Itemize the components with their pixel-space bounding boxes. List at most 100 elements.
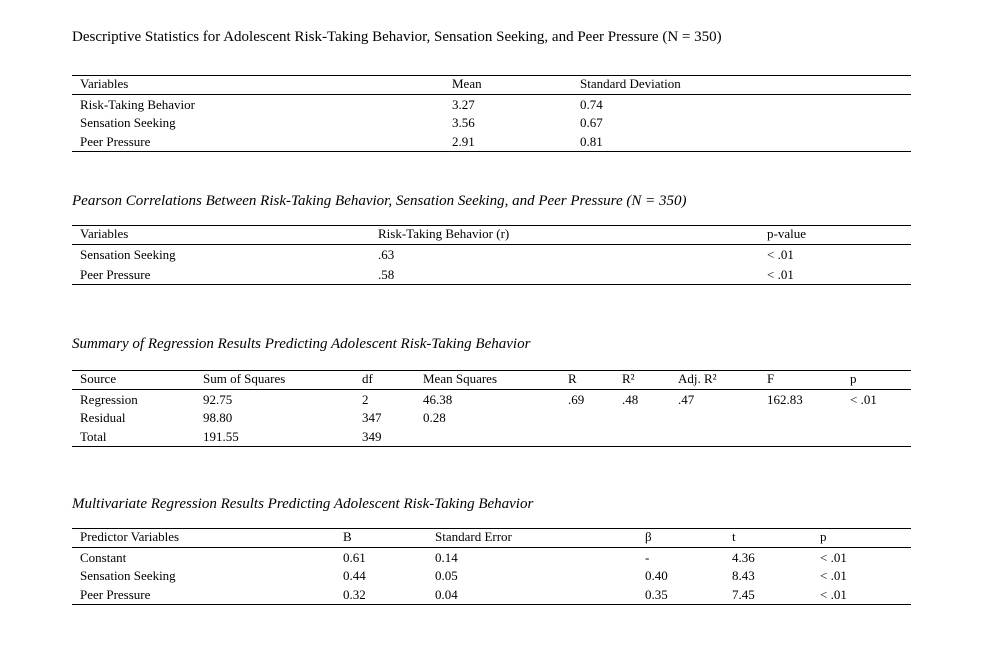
column-header: Risk-Taking Behavior (r): [378, 225, 767, 245]
column-header: Standard Deviation: [580, 75, 911, 95]
table-cell: .63: [378, 247, 395, 263]
table-descriptive-statistics: Variables Mean Standard Deviation Risk-T…: [72, 75, 911, 152]
table-pearson-correlations: Variables Risk-Taking Behavior (r) p-val…: [72, 225, 911, 285]
table-cell: 191.55: [203, 427, 362, 447]
column-header: df: [362, 370, 423, 390]
table-cell: .47: [678, 391, 695, 407]
column-header: B: [343, 528, 435, 548]
column-header: Mean Squares: [423, 370, 568, 390]
table-cell: 0.74: [580, 96, 603, 112]
table-cell: [423, 427, 568, 447]
table-cell: 0.81: [580, 132, 911, 152]
column-header: Mean: [452, 75, 580, 95]
table-header-row: Variables Risk-Taking Behavior (r) p-val…: [72, 225, 911, 245]
table-cell: 2.91: [452, 132, 580, 152]
table-cell: 3.27: [452, 96, 475, 112]
table-cell: [850, 427, 911, 447]
table-row: Peer Pressure .58 < .01: [72, 264, 911, 285]
column-header: F: [767, 370, 850, 390]
column-header: β: [645, 528, 732, 548]
table-cell: Risk-Taking Behavior: [80, 96, 195, 112]
table-cell: < .01: [820, 568, 847, 584]
table-row: Sensation Seeking 0.44 0.05 0.40 8.43 < …: [72, 567, 911, 586]
table-cell: Peer Pressure: [72, 585, 343, 605]
table-row: Residual 98.80 347 0.28: [72, 409, 911, 428]
table-multivariate-regression: Predictor Variables B Standard Error β t…: [72, 528, 911, 605]
table-cell: [678, 409, 767, 428]
table-cell: Peer Pressure: [72, 264, 378, 285]
table-row: Peer Pressure 0.32 0.04 0.35 7.45 < .01: [72, 585, 911, 605]
table-cell: 0.67: [580, 115, 603, 131]
table-cell: .58: [378, 264, 767, 285]
column-header: Source: [72, 370, 203, 390]
table-cell: 0.61: [343, 549, 366, 565]
table-cell: < .01: [767, 247, 794, 263]
table-cell: 0.14: [435, 549, 458, 565]
table-row: Risk-Taking Behavior 3.27 0.74: [72, 95, 911, 114]
table-cell: 0.35: [645, 585, 732, 605]
table-cell: 347: [362, 410, 382, 426]
table-cell: 162.83: [767, 391, 803, 407]
table-cell: [568, 409, 622, 428]
column-header: p: [820, 528, 911, 548]
table-row: Constant 0.61 0.14 - 4.36 < .01: [72, 548, 911, 567]
column-header: R²: [622, 370, 678, 390]
table-row: Sensation Seeking .63 < .01: [72, 245, 911, 265]
table-cell: Sensation Seeking: [80, 115, 176, 131]
table-cell: 0.44: [343, 568, 366, 584]
column-header: Standard Error: [435, 528, 645, 548]
table-cell: 0.28: [423, 410, 446, 426]
table-cell: -: [645, 549, 650, 565]
table-cell: 0.05: [435, 568, 458, 584]
table-cell: < .01: [820, 585, 911, 605]
table-cell: 8.43: [732, 568, 755, 584]
table-row: Peer Pressure 2.91 0.81: [72, 132, 911, 152]
table-cell: [568, 427, 622, 447]
table-cell: [850, 409, 911, 428]
table-cell: 98.80: [203, 410, 233, 426]
table-cell: 2: [362, 391, 369, 407]
table-4-title: Multivariate Regression Results Predicti…: [72, 496, 534, 512]
table-cell: 0.04: [435, 585, 645, 605]
table-header-row: Variables Mean Standard Deviation: [72, 75, 911, 95]
table-cell: [622, 409, 678, 428]
column-header: Variables: [72, 75, 452, 95]
table-cell: < .01: [767, 264, 911, 285]
column-header: R: [568, 370, 622, 390]
table-cell: [622, 427, 678, 447]
table-cell: Sensation Seeking: [80, 568, 176, 584]
table-cell: Total: [72, 427, 203, 447]
table-cell: 3.56: [452, 115, 475, 131]
column-header: Variables: [72, 225, 378, 245]
table-cell: 4.36: [732, 549, 755, 565]
table-cell: [767, 409, 850, 428]
table-cell: Residual: [80, 410, 126, 426]
column-header: p: [850, 370, 911, 390]
table-3-title: Summary of Regression Results Predicting…: [72, 336, 531, 352]
table-2-title: Pearson Correlations Between Risk-Taking…: [72, 193, 687, 209]
table-cell: 349: [362, 427, 423, 447]
table-cell: < .01: [850, 391, 877, 407]
table-header-row: Predictor Variables B Standard Error β t…: [72, 528, 911, 548]
column-header: p-value: [767, 225, 911, 245]
table-cell: Regression: [80, 391, 138, 407]
table-cell: 46.38: [423, 391, 453, 407]
table-cell: 0.40: [645, 568, 668, 584]
table-cell: Sensation Seeking: [80, 247, 176, 263]
table-header-row: Source Sum of Squares df Mean Squares R …: [72, 370, 911, 390]
table-cell: [767, 427, 850, 447]
table-row: Total 191.55 349: [72, 427, 911, 447]
table-cell: 92.75: [203, 391, 233, 407]
table-regression-summary: Source Sum of Squares df Mean Squares R …: [72, 370, 911, 447]
column-header: t: [732, 528, 820, 548]
table-1-title: Descriptive Statistics for Adolescent Ri…: [72, 29, 722, 45]
table-cell: [678, 427, 767, 447]
table-cell: .69: [568, 391, 585, 407]
table-cell: Constant: [80, 549, 127, 565]
table-row: Sensation Seeking 3.56 0.67: [72, 114, 911, 133]
table-cell: Peer Pressure: [72, 132, 452, 152]
column-header: Adj. R²: [678, 370, 767, 390]
table-cell: < .01: [820, 549, 847, 565]
column-header: Predictor Variables: [72, 528, 343, 548]
